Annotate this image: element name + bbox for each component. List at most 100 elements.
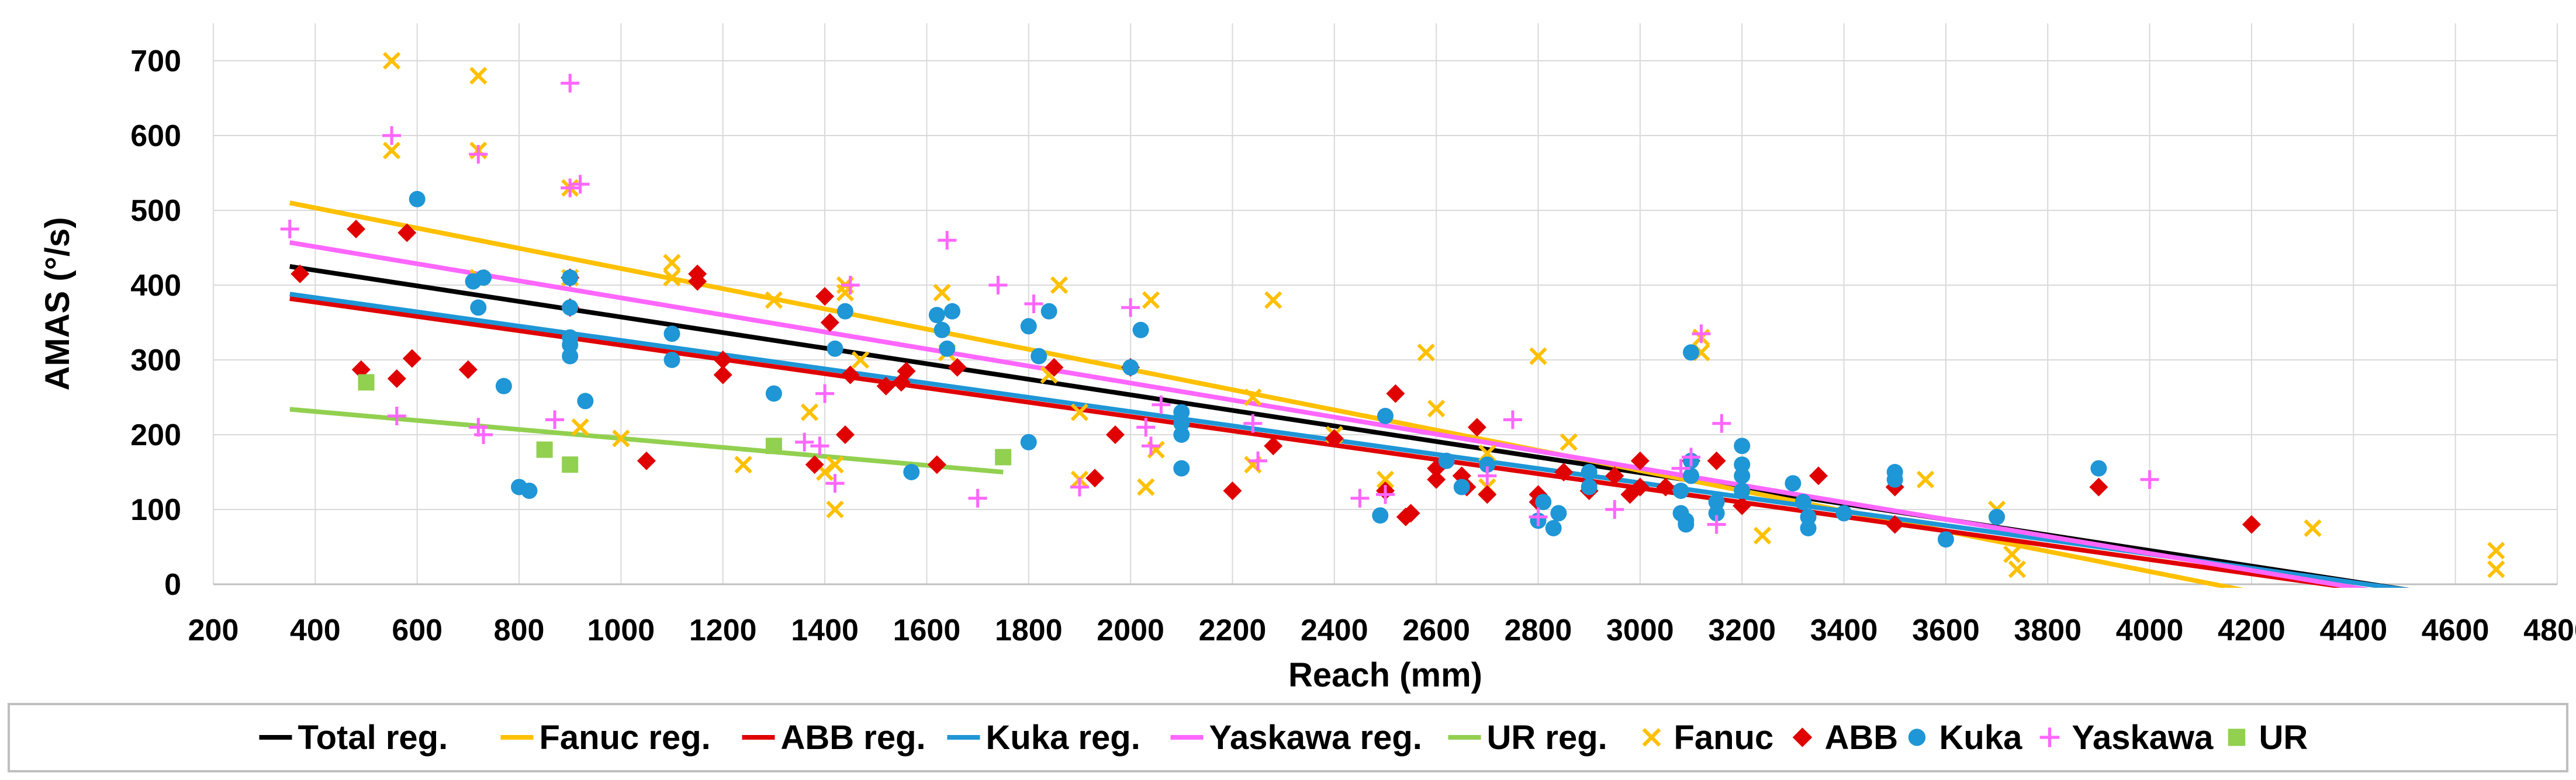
kuka-point (1535, 494, 1552, 511)
x-axis-title: Reach (mm) (1288, 656, 1482, 694)
abb-point (815, 287, 835, 306)
yaskawa-point (545, 410, 565, 429)
x-tick-label: 600 (392, 613, 442, 647)
yaskawa-point (1682, 448, 1701, 467)
legend-label: UR (2259, 719, 2308, 757)
kuka-point (1581, 479, 1598, 495)
x-tick-label: 1000 (587, 613, 655, 647)
y-tick-label: 200 (130, 418, 181, 452)
yaskawa-point (988, 276, 1008, 294)
abb-point (1656, 477, 1675, 497)
kuka-point (663, 352, 680, 368)
y-axis-ticks: 0 100 200 300 400 500 600 700 (130, 44, 181, 602)
x-tick-label: 4400 (2319, 613, 2387, 647)
legend-fanuc-swatch (1642, 728, 1661, 747)
x-tick-label: 1800 (995, 613, 1063, 647)
legend-label: Kuka (1939, 719, 2023, 757)
yaskawa-point (810, 436, 829, 456)
kuka-point (1800, 520, 1817, 536)
abb-point (637, 451, 656, 470)
kuka-point (1886, 471, 1903, 488)
kuka-point (939, 340, 956, 357)
x-axis-ticks: 200 400 600 800 1000 1200 1400 1600 1800 2000 2200… (188, 613, 2576, 647)
yaskawa-point (1529, 507, 1548, 526)
kuka-point (577, 393, 594, 410)
kuka-point (1734, 438, 1751, 455)
abb-point (1325, 429, 1344, 448)
abb-point (713, 365, 732, 384)
y-axis-title: AMAS (°/s) (39, 217, 77, 390)
yaskawa-point (1376, 485, 1395, 504)
abb-point (841, 365, 860, 384)
kuka-point (562, 269, 579, 286)
y-tick-label: 400 (130, 269, 181, 303)
y-tick-label: 100 (130, 493, 181, 527)
fanuc-point (933, 283, 951, 301)
abb-point (1707, 451, 1726, 470)
yaskawa-point (1136, 418, 1156, 437)
x-tick-label: 400 (290, 613, 341, 647)
legend-label: Yaskawa reg. (1209, 719, 1422, 757)
abb-point (713, 351, 732, 369)
fanuc-point (1916, 470, 1935, 488)
legend-yaskawa-swatch (2039, 727, 2060, 747)
legend-ur-swatch (2228, 729, 2246, 746)
ur-point (536, 441, 553, 458)
yaskawa-point (1605, 500, 1624, 519)
kuka-point (1794, 494, 1811, 511)
fanuc-point (2487, 542, 2505, 560)
abb-point (1427, 470, 1446, 489)
x-tick-label: 1600 (893, 613, 961, 647)
yaskawa-point (1024, 294, 1043, 313)
yaskawa-point (795, 432, 814, 452)
fanuc-point (1244, 388, 1262, 407)
kuka-point (1372, 507, 1389, 524)
kuka-point (903, 464, 920, 480)
abb-point (1401, 504, 1420, 523)
kuka-point (1800, 508, 1817, 525)
kuka-point (1708, 505, 1725, 522)
legend-kuka-swatch (1908, 729, 1926, 746)
kuka-point (663, 325, 680, 342)
yaskawa-point (841, 276, 860, 294)
x-tick-label: 2200 (1199, 613, 1267, 647)
ur-point (765, 438, 782, 455)
x-tick-label: 1400 (791, 613, 859, 647)
fanuc-point (382, 141, 401, 160)
yaskawa-point (1249, 451, 1268, 470)
fanuc-point (571, 418, 589, 436)
yaskawa-point (570, 175, 590, 194)
x-tick-label: 4000 (2116, 613, 2184, 647)
abb-point (1386, 384, 1405, 403)
x-tick-label: 1200 (689, 613, 757, 647)
yaskawa-point (382, 126, 402, 145)
kuka-point (562, 348, 579, 365)
kuka-point (1835, 505, 1852, 522)
fanuc-point (663, 254, 681, 272)
kuka-point (1581, 464, 1598, 480)
yaskawa-point (474, 425, 493, 444)
abb-point (1223, 481, 1242, 500)
kuka-point (1989, 508, 2006, 525)
fanuc-point (1070, 403, 1089, 421)
kuka-point (1734, 456, 1751, 473)
x-tick-label: 3200 (1708, 613, 1776, 647)
kuka-point (1173, 415, 1190, 432)
abb-point (458, 360, 478, 379)
fanuc-point (1376, 470, 1395, 488)
kuka-point (1683, 344, 1700, 361)
kuka-point (928, 307, 945, 324)
kuka-point (1173, 404, 1190, 421)
fanuc-point (826, 500, 844, 519)
kuka-point (562, 337, 579, 353)
kuka-point (470, 299, 487, 316)
yaskawa-point (938, 231, 957, 250)
legend: Total reg. Fanuc reg. ABB reg. Kuka reg. Yas… (8, 703, 2568, 772)
legend-label: Kuka reg. (986, 719, 1140, 757)
yaskawa-point (561, 74, 580, 93)
yaskawa-point (1671, 459, 1690, 478)
abb-point (1085, 469, 1105, 488)
abb-point (1264, 436, 1283, 456)
yaskawa-point (561, 178, 580, 197)
legend-label: Fanuc (1674, 719, 1774, 757)
